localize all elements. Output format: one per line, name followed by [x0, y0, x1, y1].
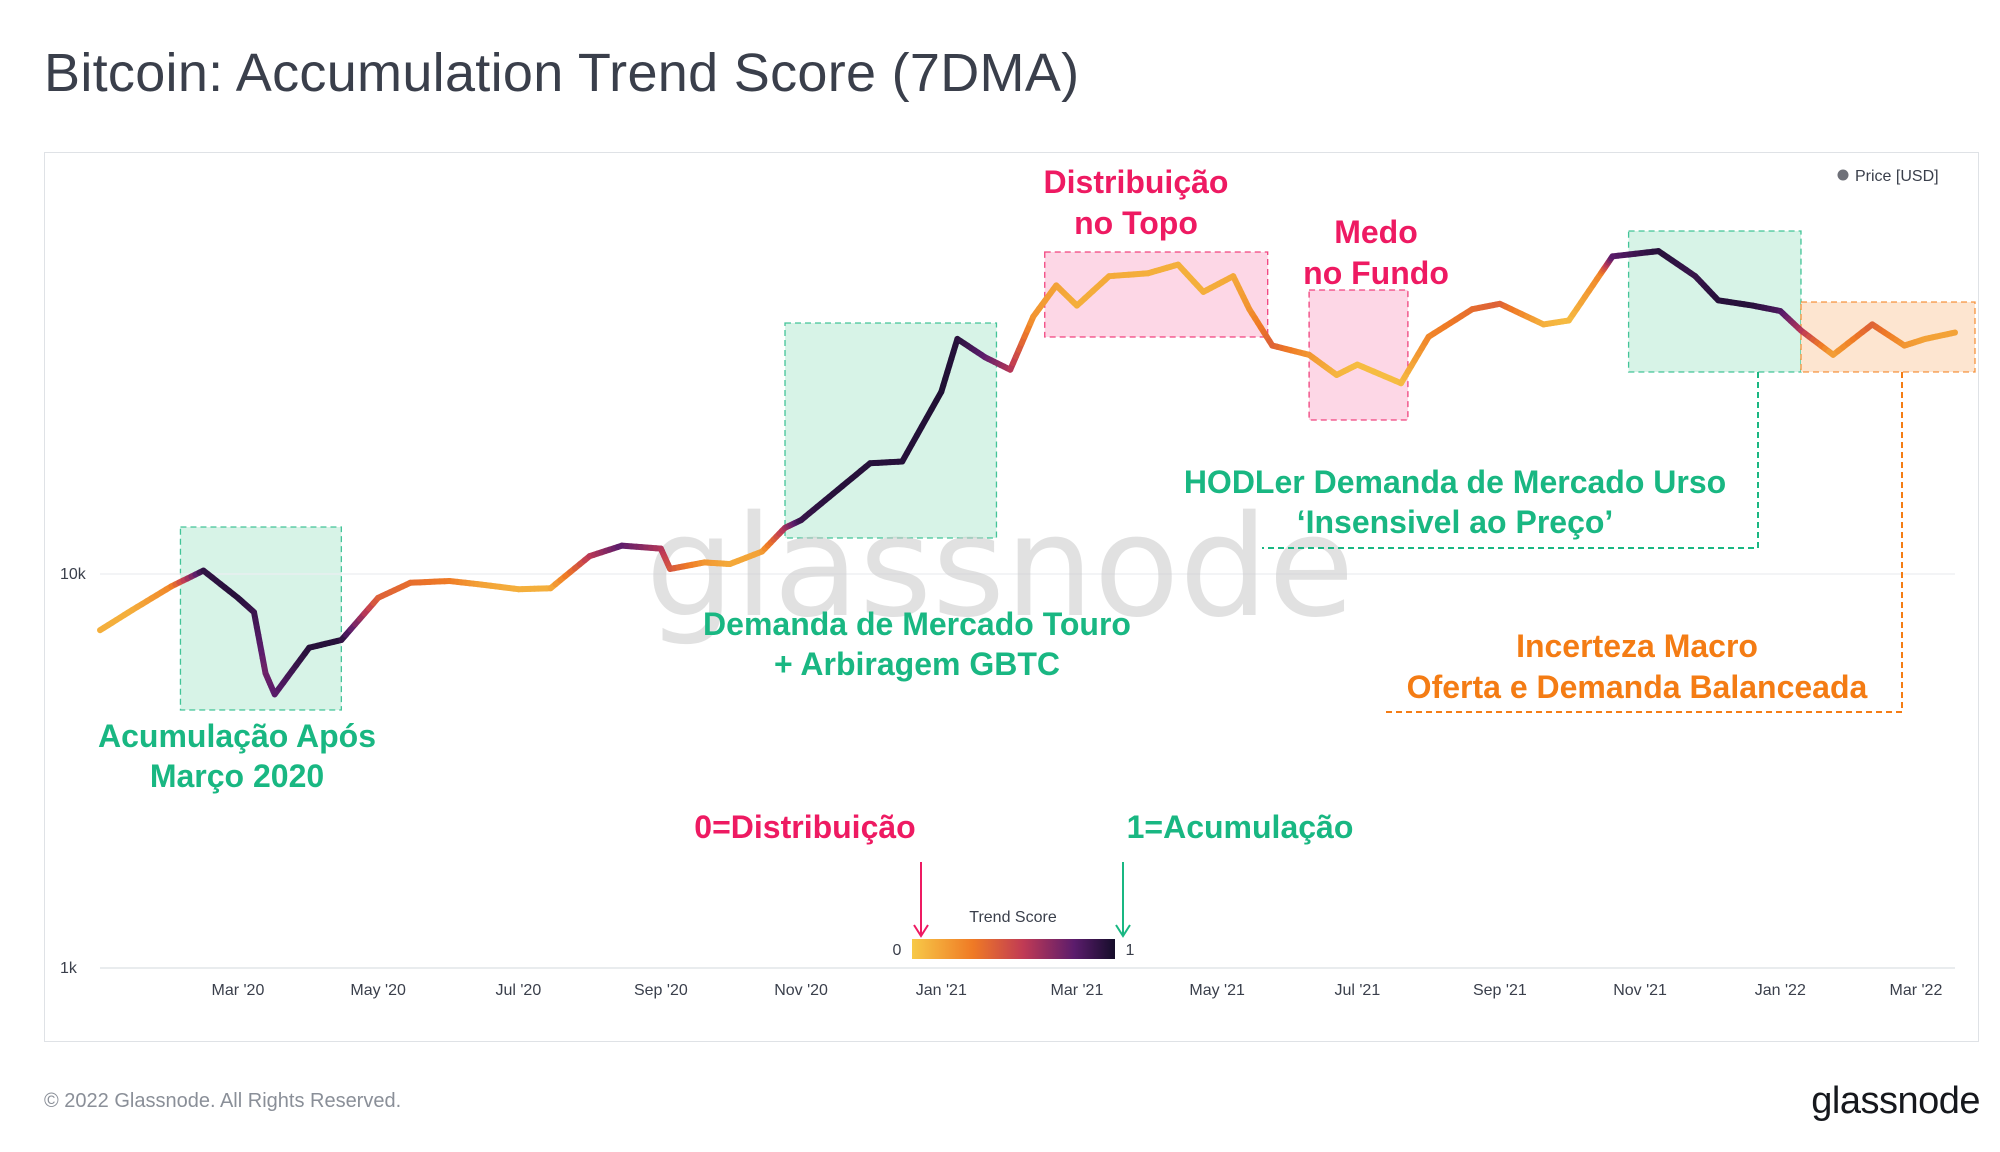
x-tick-label: Jul '20	[495, 982, 541, 999]
price-series	[97, 248, 1958, 698]
x-tick-label: Sep '21	[1473, 982, 1527, 999]
colorbar-min-label: 0	[893, 942, 902, 959]
incerteza-connector	[1385, 372, 1903, 713]
x-tick-label: Jan '22	[1755, 982, 1806, 999]
zero-arrowhead-icon	[913, 924, 929, 938]
y-tick-label: 10k	[60, 566, 87, 583]
x-tick-label: Mar '20	[211, 982, 264, 999]
y-tick-label: 1k	[60, 960, 78, 977]
annotation-connectors	[913, 372, 1903, 938]
annotation-hodler-line: HODLer Demanda de Mercado Urso	[1184, 464, 1726, 500]
x-tick-label: May '21	[1189, 982, 1245, 999]
annotation-one: 1=Acumulação	[1127, 809, 1354, 845]
annotation-distribuicao-line: no Topo	[1074, 205, 1198, 241]
annotation-hodler-line: ‘Insensivel ao Preço’	[1297, 504, 1614, 540]
x-tick-label: Nov '21	[1613, 982, 1667, 999]
x-tick-label: Sep '20	[634, 982, 688, 999]
x-tick-label: Nov '20	[774, 982, 828, 999]
annotation-medo-line: Medo	[1334, 214, 1418, 250]
legend-label: Price [USD]	[1855, 168, 1939, 185]
annotation-touro-line: Demanda de Mercado Touro	[703, 606, 1131, 642]
colorbar-title: Trend Score	[969, 909, 1057, 926]
hodler-connector	[1262, 372, 1759, 549]
region-acumulacao	[179, 526, 343, 711]
annotation-incerteza-line: Incerteza Macro	[1516, 628, 1758, 664]
x-tick-label: Jan '21	[916, 982, 967, 999]
x-tick-label: May '20	[350, 982, 406, 999]
chart-frame	[44, 152, 1979, 1042]
legend-dot-icon	[1837, 169, 1849, 181]
annotation-acumulacao-line: Março 2020	[150, 758, 324, 794]
highlight-regions	[179, 230, 1976, 711]
x-tick-label: Mar '21	[1050, 982, 1103, 999]
region-medo	[1308, 289, 1409, 421]
annotation-incerteza-line: Oferta e Demanda Balanceada	[1407, 669, 1868, 705]
colorbar-max-label: 1	[1126, 942, 1135, 959]
page-title: Bitcoin: Accumulation Trend Score (7DMA)	[44, 43, 1080, 103]
region-hodler	[1627, 230, 1802, 373]
annotation-touro-line: + Arbiragem GBTC	[774, 646, 1060, 682]
annotation-acumulacao-line: Acumulação Após	[98, 718, 376, 754]
annotations: Acumulação Após Março 2020 Demanda de Merc…	[98, 164, 1868, 845]
annotation-medo-line: no Fundo	[1303, 255, 1449, 291]
one-arrowhead-icon	[1115, 924, 1131, 938]
region-distribuicao	[1044, 251, 1269, 338]
annotation-zero: 0=Distribuição	[694, 809, 915, 845]
watermark: glassnode	[646, 486, 1355, 649]
price-segment	[1948, 329, 1958, 337]
colorbar-gradient	[912, 939, 1115, 959]
x-tick-label: Mar '22	[1889, 982, 1942, 999]
brand-logo[interactable]: glassnode	[1811, 1080, 1980, 1122]
colorbar: Trend Score 0 1	[893, 909, 1135, 959]
copyright: © 2022 Glassnode. All Rights Reserved.	[44, 1090, 402, 1112]
annotation-distribuicao-line: Distribuição	[1044, 164, 1229, 200]
x-tick-label: Jul '21	[1334, 982, 1380, 999]
legend[interactable]: Price [USD]	[1837, 168, 1939, 185]
axes: 1k 10k Mar '20 May '20 Jul '20 Sep '20 Nov '20…	[60, 566, 1955, 999]
